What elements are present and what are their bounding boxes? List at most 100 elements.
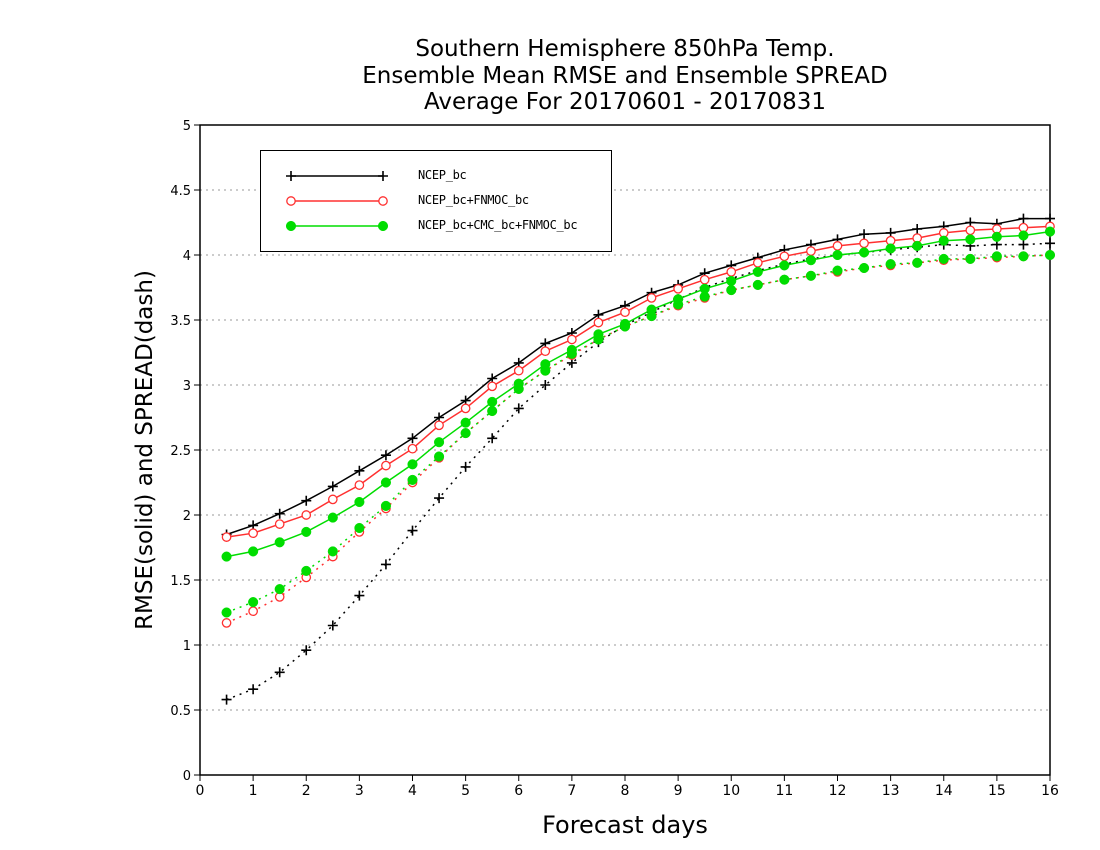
data-point-rmse-ncep-bc-cmc-bc-fnmoc-bc-8 xyxy=(434,437,445,448)
data-point-rmse-ncep-bc-4 xyxy=(327,481,338,492)
data-point-spread-ncep-bc-cmc-bc-fnmoc-bc-3 xyxy=(301,565,312,576)
x-tick-label-11: 11 xyxy=(775,783,793,799)
data-point-rmse-ncep-bc-fnmoc-bc-17 xyxy=(673,283,683,294)
x-tick-label-6: 6 xyxy=(514,783,523,799)
data-point-rmse-ncep-bc-fnmoc-bc-1 xyxy=(248,528,258,539)
x-tick-label-5: 5 xyxy=(461,783,470,799)
data-point-rmse-ncep-bc-fnmoc-bc-28 xyxy=(965,225,976,236)
data-point-rmse-ncep-bc-5 xyxy=(354,465,365,476)
series-rmse-ncep-bc xyxy=(221,213,1055,540)
x-tick-label-2: 2 xyxy=(302,783,311,799)
data-point-spread-ncep-bc-cmc-bc-fnmoc-bc-7 xyxy=(407,474,418,485)
data-point-rmse-ncep-bc-cmc-bc-fnmoc-bc-25 xyxy=(885,243,896,254)
data-point-rmse-ncep-bc-cmc-bc-fnmoc-bc-2 xyxy=(274,537,285,548)
data-point-spread-ncep-bc-1 xyxy=(248,684,259,695)
data-point-rmse-ncep-bc-fnmoc-bc-19 xyxy=(726,267,737,277)
legend-item-ncep: NCEP_bc xyxy=(261,164,611,188)
data-point-rmse-ncep-bc-fnmoc-bc-7 xyxy=(407,443,418,454)
data-point-spread-ncep-bc-cmc-bc-fnmoc-bc-30 xyxy=(1018,251,1029,262)
data-point-rmse-ncep-bc-cmc-bc-fnmoc-bc-6 xyxy=(380,477,391,488)
data-point-rmse-ncep-bc-cmc-bc-fnmoc-bc-17 xyxy=(673,294,684,305)
data-point-rmse-ncep-bc-cmc-bc-fnmoc-bc-11 xyxy=(513,378,524,389)
data-point-spread-ncep-bc-cmc-bc-fnmoc-bc-8 xyxy=(434,451,445,462)
data-point-spread-ncep-bc-cmc-bc-fnmoc-bc-22 xyxy=(805,270,816,281)
legend-label-ncep-cmc-fnmoc: NCEP_bc+CMC_bc+FNMOC_bc xyxy=(418,218,578,232)
data-point-rmse-ncep-bc-fnmoc-bc-15 xyxy=(620,307,630,318)
data-point-rmse-ncep-bc-fnmoc-bc-10 xyxy=(487,381,498,392)
data-point-spread-ncep-bc-cmc-bc-fnmoc-bc-29 xyxy=(991,251,1002,262)
legend-marker-right-1 xyxy=(378,196,388,206)
data-point-rmse-ncep-bc-cmc-bc-fnmoc-bc-10 xyxy=(487,396,498,407)
data-point-spread-ncep-bc-8 xyxy=(434,493,445,504)
data-point-rmse-ncep-bc-cmc-bc-fnmoc-bc-18 xyxy=(699,283,710,294)
data-point-spread-ncep-bc-cmc-bc-fnmoc-bc-24 xyxy=(859,262,870,274)
data-point-rmse-ncep-bc-cmc-bc-fnmoc-bc-12 xyxy=(540,359,551,370)
data-point-rmse-ncep-bc-fnmoc-bc-3 xyxy=(301,510,312,520)
data-point-spread-ncep-bc-12 xyxy=(540,380,551,390)
x-tick-label-12: 12 xyxy=(829,783,847,799)
data-point-spread-ncep-bc-fnmoc-bc-0 xyxy=(221,618,232,628)
data-point-rmse-ncep-bc-cmc-bc-fnmoc-bc-3 xyxy=(301,526,312,537)
data-point-rmse-ncep-bc-fnmoc-bc-23 xyxy=(832,241,843,251)
data-point-rmse-ncep-bc-cmc-bc-fnmoc-bc-1 xyxy=(248,546,259,557)
chart-legend: NCEP_bc NCEP_bc+FNMOC_bc NCEP_bc+CMC_bc+… xyxy=(260,150,612,252)
x-tick-label-8: 8 xyxy=(621,783,630,799)
data-point-rmse-ncep-bc-fnmoc-bc-4 xyxy=(327,494,338,505)
series-line-rmse-ncep-bc xyxy=(226,217,1050,536)
data-point-spread-ncep-bc-cmc-bc-fnmoc-bc-10 xyxy=(487,405,498,417)
data-point-rmse-ncep-bc-cmc-bc-fnmoc-bc-23 xyxy=(832,249,843,261)
data-point-rmse-ncep-bc-fnmoc-bc-12 xyxy=(540,346,551,357)
data-point-spread-ncep-bc-cmc-bc-fnmoc-bc-1 xyxy=(248,597,259,608)
y-tick-label-10: 5 xyxy=(183,119,191,134)
data-point-rmse-ncep-bc-fnmoc-bc-8 xyxy=(434,420,444,431)
legend-marker-left-0 xyxy=(286,171,296,181)
data-point-spread-ncep-bc-cmc-bc-fnmoc-bc-28 xyxy=(965,253,976,264)
data-point-rmse-ncep-bc-fnmoc-bc-0 xyxy=(221,532,232,542)
series-spread-ncep-bc xyxy=(221,238,1055,705)
x-tick-label-10: 10 xyxy=(722,783,740,799)
data-point-spread-ncep-bc-cmc-bc-fnmoc-bc-25 xyxy=(885,259,896,270)
y-tick-label-0: 0 xyxy=(183,769,191,784)
data-point-rmse-ncep-bc-cmc-bc-fnmoc-bc-14 xyxy=(593,329,604,340)
y-tick-label-6: 3 xyxy=(183,379,191,394)
data-point-rmse-ncep-bc-7 xyxy=(407,433,418,444)
series-rmse-ncep-bc-cmc-bc-fnmoc-bc xyxy=(221,226,1056,562)
data-point-rmse-ncep-bc-cmc-bc-fnmoc-bc-27 xyxy=(938,235,949,246)
data-point-spread-ncep-bc-6 xyxy=(380,559,391,570)
data-point-rmse-ncep-bc-cmc-bc-fnmoc-bc-28 xyxy=(965,234,976,245)
legend-marker-right-2 xyxy=(377,220,389,232)
data-point-rmse-ncep-bc-fnmoc-bc-9 xyxy=(460,403,471,414)
y-tick-label-5: 2.5 xyxy=(170,444,191,459)
x-tick-label-3: 3 xyxy=(355,783,364,799)
y-tick-label-3: 1.5 xyxy=(170,574,191,589)
y-axis-label: RMSE(solid) and SPREAD(dash) xyxy=(132,270,158,630)
data-point-spread-ncep-bc-31 xyxy=(1045,238,1055,249)
data-point-rmse-ncep-bc-cmc-bc-fnmoc-bc-5 xyxy=(354,496,365,508)
data-point-rmse-ncep-bc-fnmoc-bc-2 xyxy=(274,519,285,529)
data-point-spread-ncep-bc-cmc-bc-fnmoc-bc-23 xyxy=(832,265,843,276)
chart-title-line-2: Ensemble Mean RMSE and Ensemble SPREAD xyxy=(362,63,888,89)
data-point-rmse-ncep-bc-2 xyxy=(274,508,285,519)
x-tick-label-13: 13 xyxy=(882,783,900,799)
data-point-spread-ncep-bc-3 xyxy=(301,645,312,656)
y-tick-label-8: 4 xyxy=(183,249,191,264)
legend-item-ncep-cmc-fnmoc: NCEP_bc+CMC_bc+FNMOC_bc xyxy=(261,214,611,238)
data-point-rmse-ncep-bc-fnmoc-bc-22 xyxy=(806,246,816,256)
data-point-spread-ncep-bc-cmc-bc-fnmoc-bc-5 xyxy=(354,522,365,534)
data-point-rmse-ncep-bc-fnmoc-bc-6 xyxy=(381,460,391,471)
data-point-rmse-ncep-bc-cmc-bc-fnmoc-bc-26 xyxy=(912,240,923,251)
data-point-rmse-ncep-bc-cmc-bc-fnmoc-bc-15 xyxy=(619,318,631,329)
series-line-rmse-ncep-bc-cmc-bc-fnmoc-bc xyxy=(226,230,1051,558)
y-tick-label-4: 2 xyxy=(183,509,191,524)
x-tick-label-1: 1 xyxy=(249,783,258,799)
data-point-rmse-ncep-bc-fnmoc-bc-21 xyxy=(779,251,790,262)
data-point-spread-ncep-bc-cmc-bc-fnmoc-bc-9 xyxy=(460,428,471,439)
data-point-spread-ncep-bc-9 xyxy=(460,461,471,472)
legend-label-ncep: NCEP_bc xyxy=(418,168,467,182)
data-point-rmse-ncep-bc-fnmoc-bc-5 xyxy=(354,480,365,490)
x-tick-label-16: 16 xyxy=(1041,783,1059,799)
data-point-spread-ncep-bc-10 xyxy=(487,433,498,444)
data-point-rmse-ncep-bc-3 xyxy=(301,495,312,506)
data-point-rmse-ncep-bc-cmc-bc-fnmoc-bc-24 xyxy=(859,247,870,258)
legend-marker-left-1 xyxy=(286,196,296,206)
